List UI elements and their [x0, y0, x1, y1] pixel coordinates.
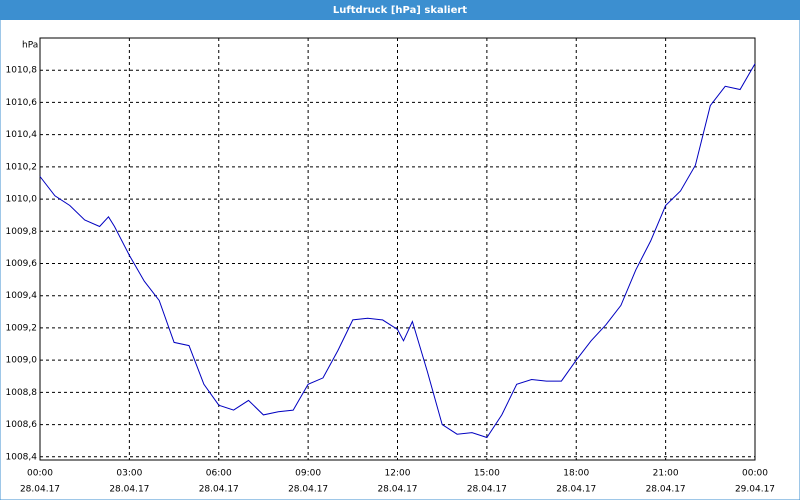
y-tick-label: 1009,0: [6, 356, 38, 366]
x-tick-label: 18:00: [563, 469, 589, 479]
y-tick-label: 1010,6: [6, 98, 38, 108]
y-tick-label: 1009,8: [6, 227, 38, 237]
y-tick-label: 1010,4: [6, 130, 38, 140]
x-tick-label: 15:00: [474, 469, 500, 479]
y-axis-label: hPa: [22, 41, 38, 51]
y-tick-label: 1008,6: [6, 420, 38, 430]
x-tick-date: 28.04.17: [109, 485, 149, 495]
x-tick-label: 21:00: [653, 469, 679, 479]
x-tick-date: 29.04.17: [735, 485, 775, 495]
y-tick-label: 1008,4: [6, 452, 38, 462]
title-bar: [0, 0, 800, 20]
x-tick-date: 28.04.17: [199, 485, 239, 495]
x-tick-label: 00:00: [742, 469, 768, 479]
y-tick-label: 1010,8: [6, 66, 38, 76]
x-tick-label: 06:00: [206, 469, 232, 479]
x-tick-label: 09:00: [295, 469, 321, 479]
x-tick-date: 28.04.17: [467, 485, 507, 495]
window-title: Luftdruck [hPa] skaliert: [333, 5, 467, 16]
x-tick-label: 03:00: [116, 469, 142, 479]
y-tick-label: 1009,2: [6, 323, 38, 333]
x-tick-date: 28.04.17: [288, 485, 328, 495]
y-tick-label: 1010,0: [6, 195, 38, 205]
x-tick-date: 28.04.17: [556, 485, 596, 495]
x-tick-label: 12:00: [385, 469, 411, 479]
y-tick-label: 1009,6: [6, 259, 38, 269]
y-tick-label: 1008,8: [6, 388, 38, 398]
x-tick-date: 28.04.17: [377, 485, 417, 495]
x-tick-date: 28.04.17: [20, 485, 60, 495]
y-tick-label: 1010,2: [6, 162, 38, 172]
x-tick-date: 28.04.17: [646, 485, 686, 495]
data-line: [39, 63, 756, 439]
x-tick-label: 00:00: [27, 469, 53, 479]
y-tick-label: 1009,4: [6, 291, 38, 301]
